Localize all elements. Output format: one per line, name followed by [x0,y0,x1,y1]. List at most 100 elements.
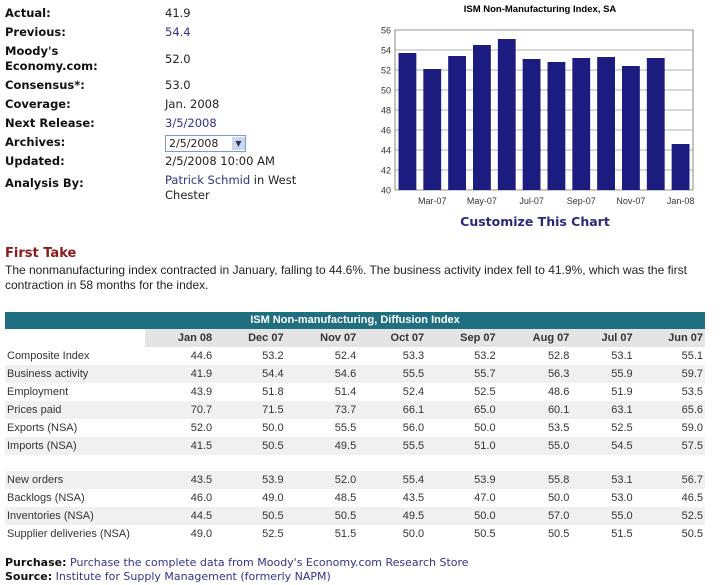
y-tick-label: 46 [381,126,391,136]
table-cell: 50.0 [547,492,570,504]
table-cell: 52.8 [547,350,570,362]
previous-link[interactable]: 54.4 [165,25,191,39]
row-label: Backlogs (NSA) [7,492,85,504]
table-cell: 55.4 [358,471,427,489]
table-cell: 46.5 [681,492,703,504]
table-cell: 50.5 [547,528,570,540]
table-cell: 65.0 [426,401,498,419]
table-cell: 59.7 [634,365,705,383]
coverage-value: Jan. 2008 [165,97,220,111]
table-cell: 44.5 [145,507,215,525]
x-tick-label: Sep-07 [567,196,596,206]
table-cell: 54.4 [214,365,286,383]
y-tick-label: 40 [381,186,391,196]
table-cell: 43.5 [145,471,215,489]
table-cell: 55.0 [571,507,635,525]
table-cell: 60.1 [497,401,572,419]
row-label: New orders [5,471,145,489]
consensus-value: 53.0 [165,78,191,92]
table-cell: 49.0 [190,528,213,540]
table-cell: 57.5 [634,437,705,455]
y-tick-label: 48 [381,106,391,116]
y-tick-label: 44 [381,146,391,156]
table-row: Backlogs (NSA) 46.0 49.0 48.5 43.5 47.0 50.0 53… [5,489,705,507]
table-cell: 52.5 [634,507,705,525]
spacer-cell [5,455,705,471]
analyst-location: in West [250,173,297,187]
moodys-label-line2: Economy.com: [5,59,98,73]
archives-label: Archives: [5,135,66,149]
table-cell: 49.5 [358,507,427,525]
table-cell: 43.5 [402,492,425,504]
table-cell: 51.4 [334,386,357,398]
table-cell: 50.0 [262,422,284,434]
table-row: Business activity 41.9 54.4 54.6 55.5 55.7 56.… [5,365,705,383]
table-row: New orders 43.5 53.9 52.0 55.4 53.9 55.8 53.1 56… [5,471,705,489]
table-cell: 50.0 [426,507,498,525]
table-cell: 56.0 [402,422,425,434]
table-cell: 41.5 [145,437,215,455]
diffusion-index-table: ISM Non-manufacturing, Diffusion Index J… [5,312,705,543]
updated-label: Updated: [5,154,65,168]
next-release-link[interactable]: 3/5/2008 [165,116,217,130]
moodys-label-line1: Moody's [5,44,59,58]
consensus-label: Consensus*: [5,78,85,92]
purchase-label: Purchase: [5,556,67,569]
table-row: Imports (NSA) 41.5 50.5 49.5 55.5 51.0 55.0 54.… [5,437,705,455]
previous-label: Previous: [5,25,66,39]
table-cell: 53.0 [611,492,633,504]
chart-title: ISM Non-Manufacturing Index, SA [464,4,617,15]
archives-select[interactable]: 2/5/2008 ▼ [165,135,246,152]
y-tick-label: 54 [381,46,391,56]
purchase-line: Purchase: Purchase the complete data fro… [5,556,469,570]
table-cell: 55.9 [571,365,635,383]
bar-Sep-07 [572,58,591,190]
table-cell: 53.1 [571,471,635,489]
table-cell: 50.5 [474,528,496,540]
table-cell: 52.4 [402,386,425,398]
bar-Jun-07 [497,39,516,190]
moodys-label: Moody's Economy.com: [5,44,165,74]
x-tick-label: Jan-08 [667,196,695,206]
row-label: Inventories (NSA) [5,507,145,525]
table-row: Employment 43.9 51.8 51.4 52.4 52.5 48.6 51.9 53… [5,383,705,401]
table-cell: 53.2 [474,350,496,362]
table-cell: 46.0 [190,492,213,504]
bar-Oct-07 [597,57,615,190]
x-tick-label: Jul-07 [519,196,544,206]
source-link[interactable]: Institute for Supply Management (formerl… [55,570,331,583]
table-cell: 70.7 [145,401,215,419]
table-cell: 50.5 [285,507,359,525]
bar-Dec-07 [646,58,665,190]
column-header: Jan 08 [145,329,215,347]
customize-chart-link[interactable]: Customize This Chart [460,214,610,229]
analyst-location-2: Chester [165,188,210,202]
table-cell: 52.5 [611,422,633,434]
table-cell: 51.5 [334,528,357,540]
table-cell: 47.0 [474,492,496,504]
table-cell: 52.5 [474,386,496,398]
next-release-label: Next Release: [5,116,95,130]
column-header: Sep 07 [426,329,498,347]
chevron-down-icon[interactable]: ▼ [232,137,245,150]
column-header: Aug 07 [497,329,572,347]
source-label: Source: [5,570,53,583]
row-label: Employment [7,386,69,398]
table-cell: 51.5 [611,528,633,540]
bar-Nov-07 [622,66,640,190]
table-cell: 41.9 [145,365,215,383]
analysis-label: Analysis By: [5,176,84,190]
table-cell: 65.6 [634,401,705,419]
table-cell: 50.0 [474,422,496,434]
table-cell: 51.9 [611,386,633,398]
first-take-heading: First Take [5,246,77,261]
analyst-link[interactable]: Patrick Schmid [165,173,251,187]
bar-May-07 [473,45,491,190]
ism-bar-chart: ISM Non-Manufacturing Index, SA 40 42 44 46… [381,4,695,229]
table-cell: 55.5 [358,437,427,455]
table-cell: 53.5 [681,386,703,398]
column-header: Nov 07 [285,329,359,347]
purchase-link[interactable]: Purchase the complete data from Moody's … [70,556,469,569]
row-label: Business activity [5,365,145,383]
row-label: Imports (NSA) [5,437,145,455]
